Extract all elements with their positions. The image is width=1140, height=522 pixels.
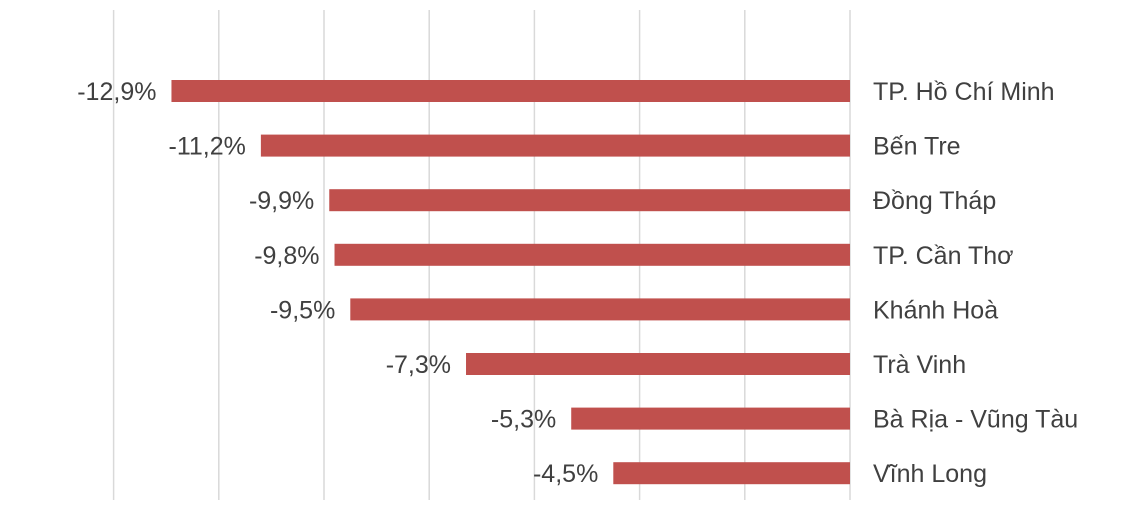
value-label: -9,8% — [254, 242, 319, 270]
value-label: -9,5% — [270, 296, 335, 324]
category-label: TP. Hồ Chí Minh — [873, 78, 1055, 106]
category-label: Đồng Tháp — [873, 187, 996, 215]
value-labels: -12,9% -11,2%-9,9% -9,8% -9,5% -7,3% -5,3% -4,… — [77, 78, 598, 488]
category-label: Bến Tre — [873, 133, 961, 161]
value-label: -11,2% — [169, 133, 246, 161]
bar — [613, 462, 850, 485]
value-label: -5,3% — [491, 406, 556, 434]
category-labels: TP. Hồ Chí Minh Bến Tre Đồng Tháp TP. Cần T… — [873, 78, 1078, 488]
category-label: Bà Rịa - Vũng Tàu — [873, 406, 1078, 434]
category-label: Khánh Hoà — [873, 296, 998, 324]
bar — [334, 243, 850, 266]
bar — [329, 189, 850, 212]
category-label: TP. Cần Thơ — [873, 242, 1014, 270]
value-label: -7,3% — [386, 351, 451, 379]
bars — [171, 80, 850, 485]
category-label: Vĩnh Long — [873, 460, 987, 488]
bar — [466, 353, 850, 375]
bar — [350, 298, 850, 321]
value-label: -4,5% — [533, 460, 598, 488]
bar — [171, 80, 850, 102]
category-label: Trà Vinh — [873, 351, 966, 379]
bar — [260, 134, 850, 157]
value-label: -9,9% — [249, 187, 314, 215]
value-label: -12,9% — [77, 78, 156, 106]
bar — [571, 407, 850, 430]
